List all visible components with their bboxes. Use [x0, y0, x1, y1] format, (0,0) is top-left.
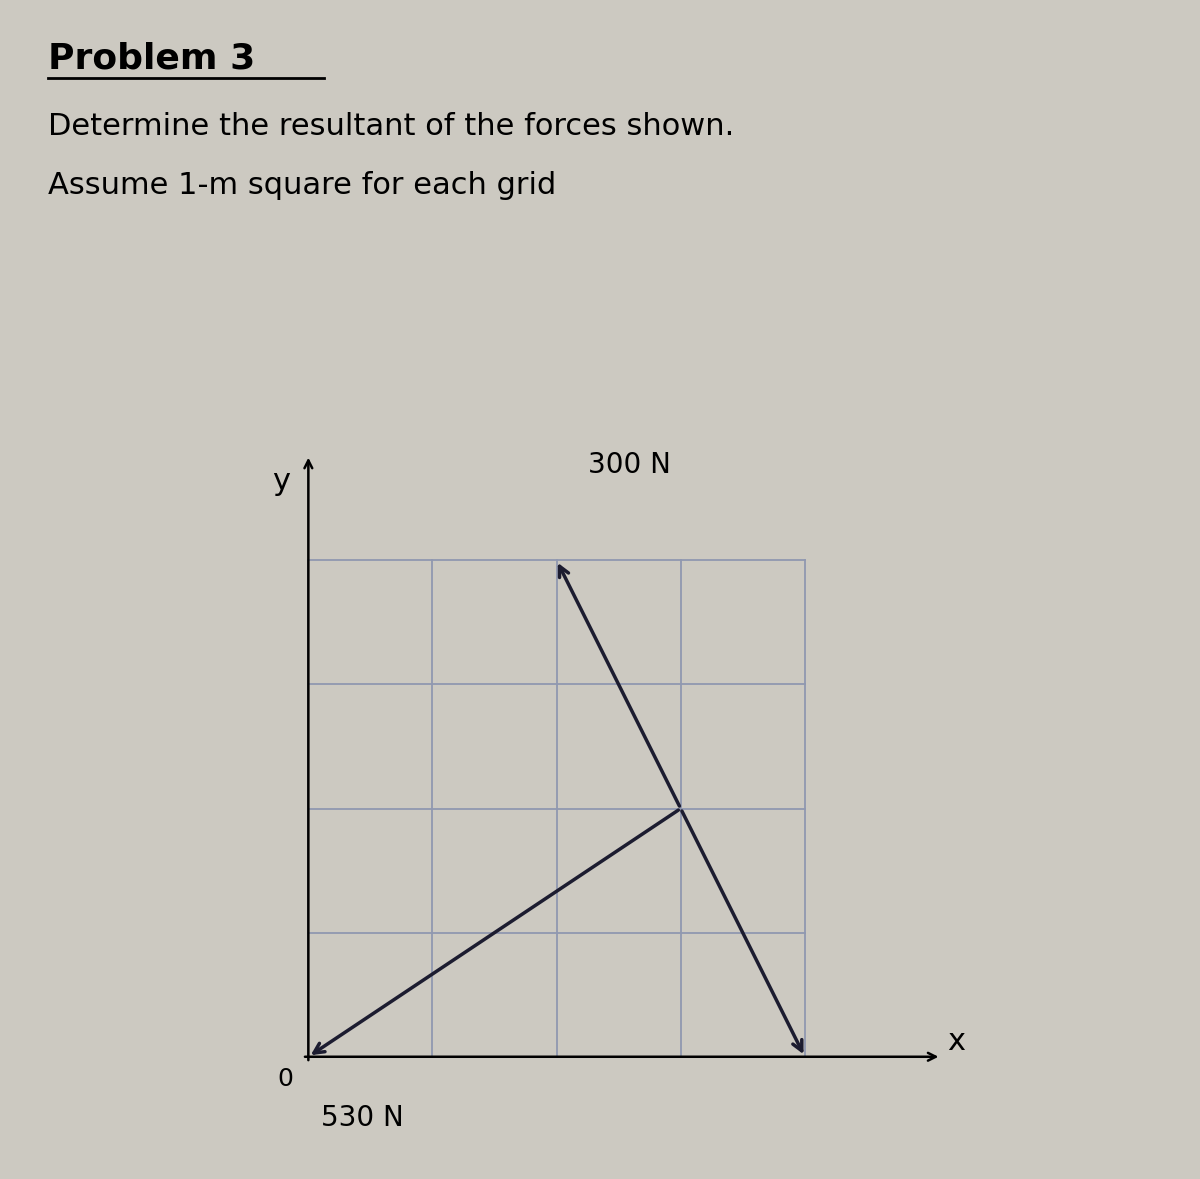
Text: 300 N: 300 N: [588, 452, 671, 479]
Text: Problem 3: Problem 3: [48, 41, 256, 75]
Text: y: y: [272, 467, 290, 496]
Text: 530 N: 530 N: [320, 1104, 403, 1132]
Text: 0: 0: [277, 1067, 294, 1091]
Text: x: x: [948, 1027, 966, 1056]
Text: Assume 1-m square for each grid: Assume 1-m square for each grid: [48, 171, 557, 200]
Text: Determine the resultant of the forces shown.: Determine the resultant of the forces sh…: [48, 112, 734, 141]
